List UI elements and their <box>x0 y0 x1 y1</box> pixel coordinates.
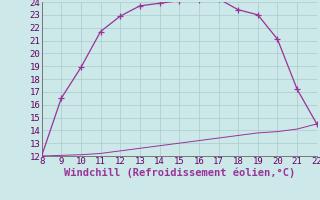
X-axis label: Windchill (Refroidissement éolien,°C): Windchill (Refroidissement éolien,°C) <box>64 168 295 178</box>
